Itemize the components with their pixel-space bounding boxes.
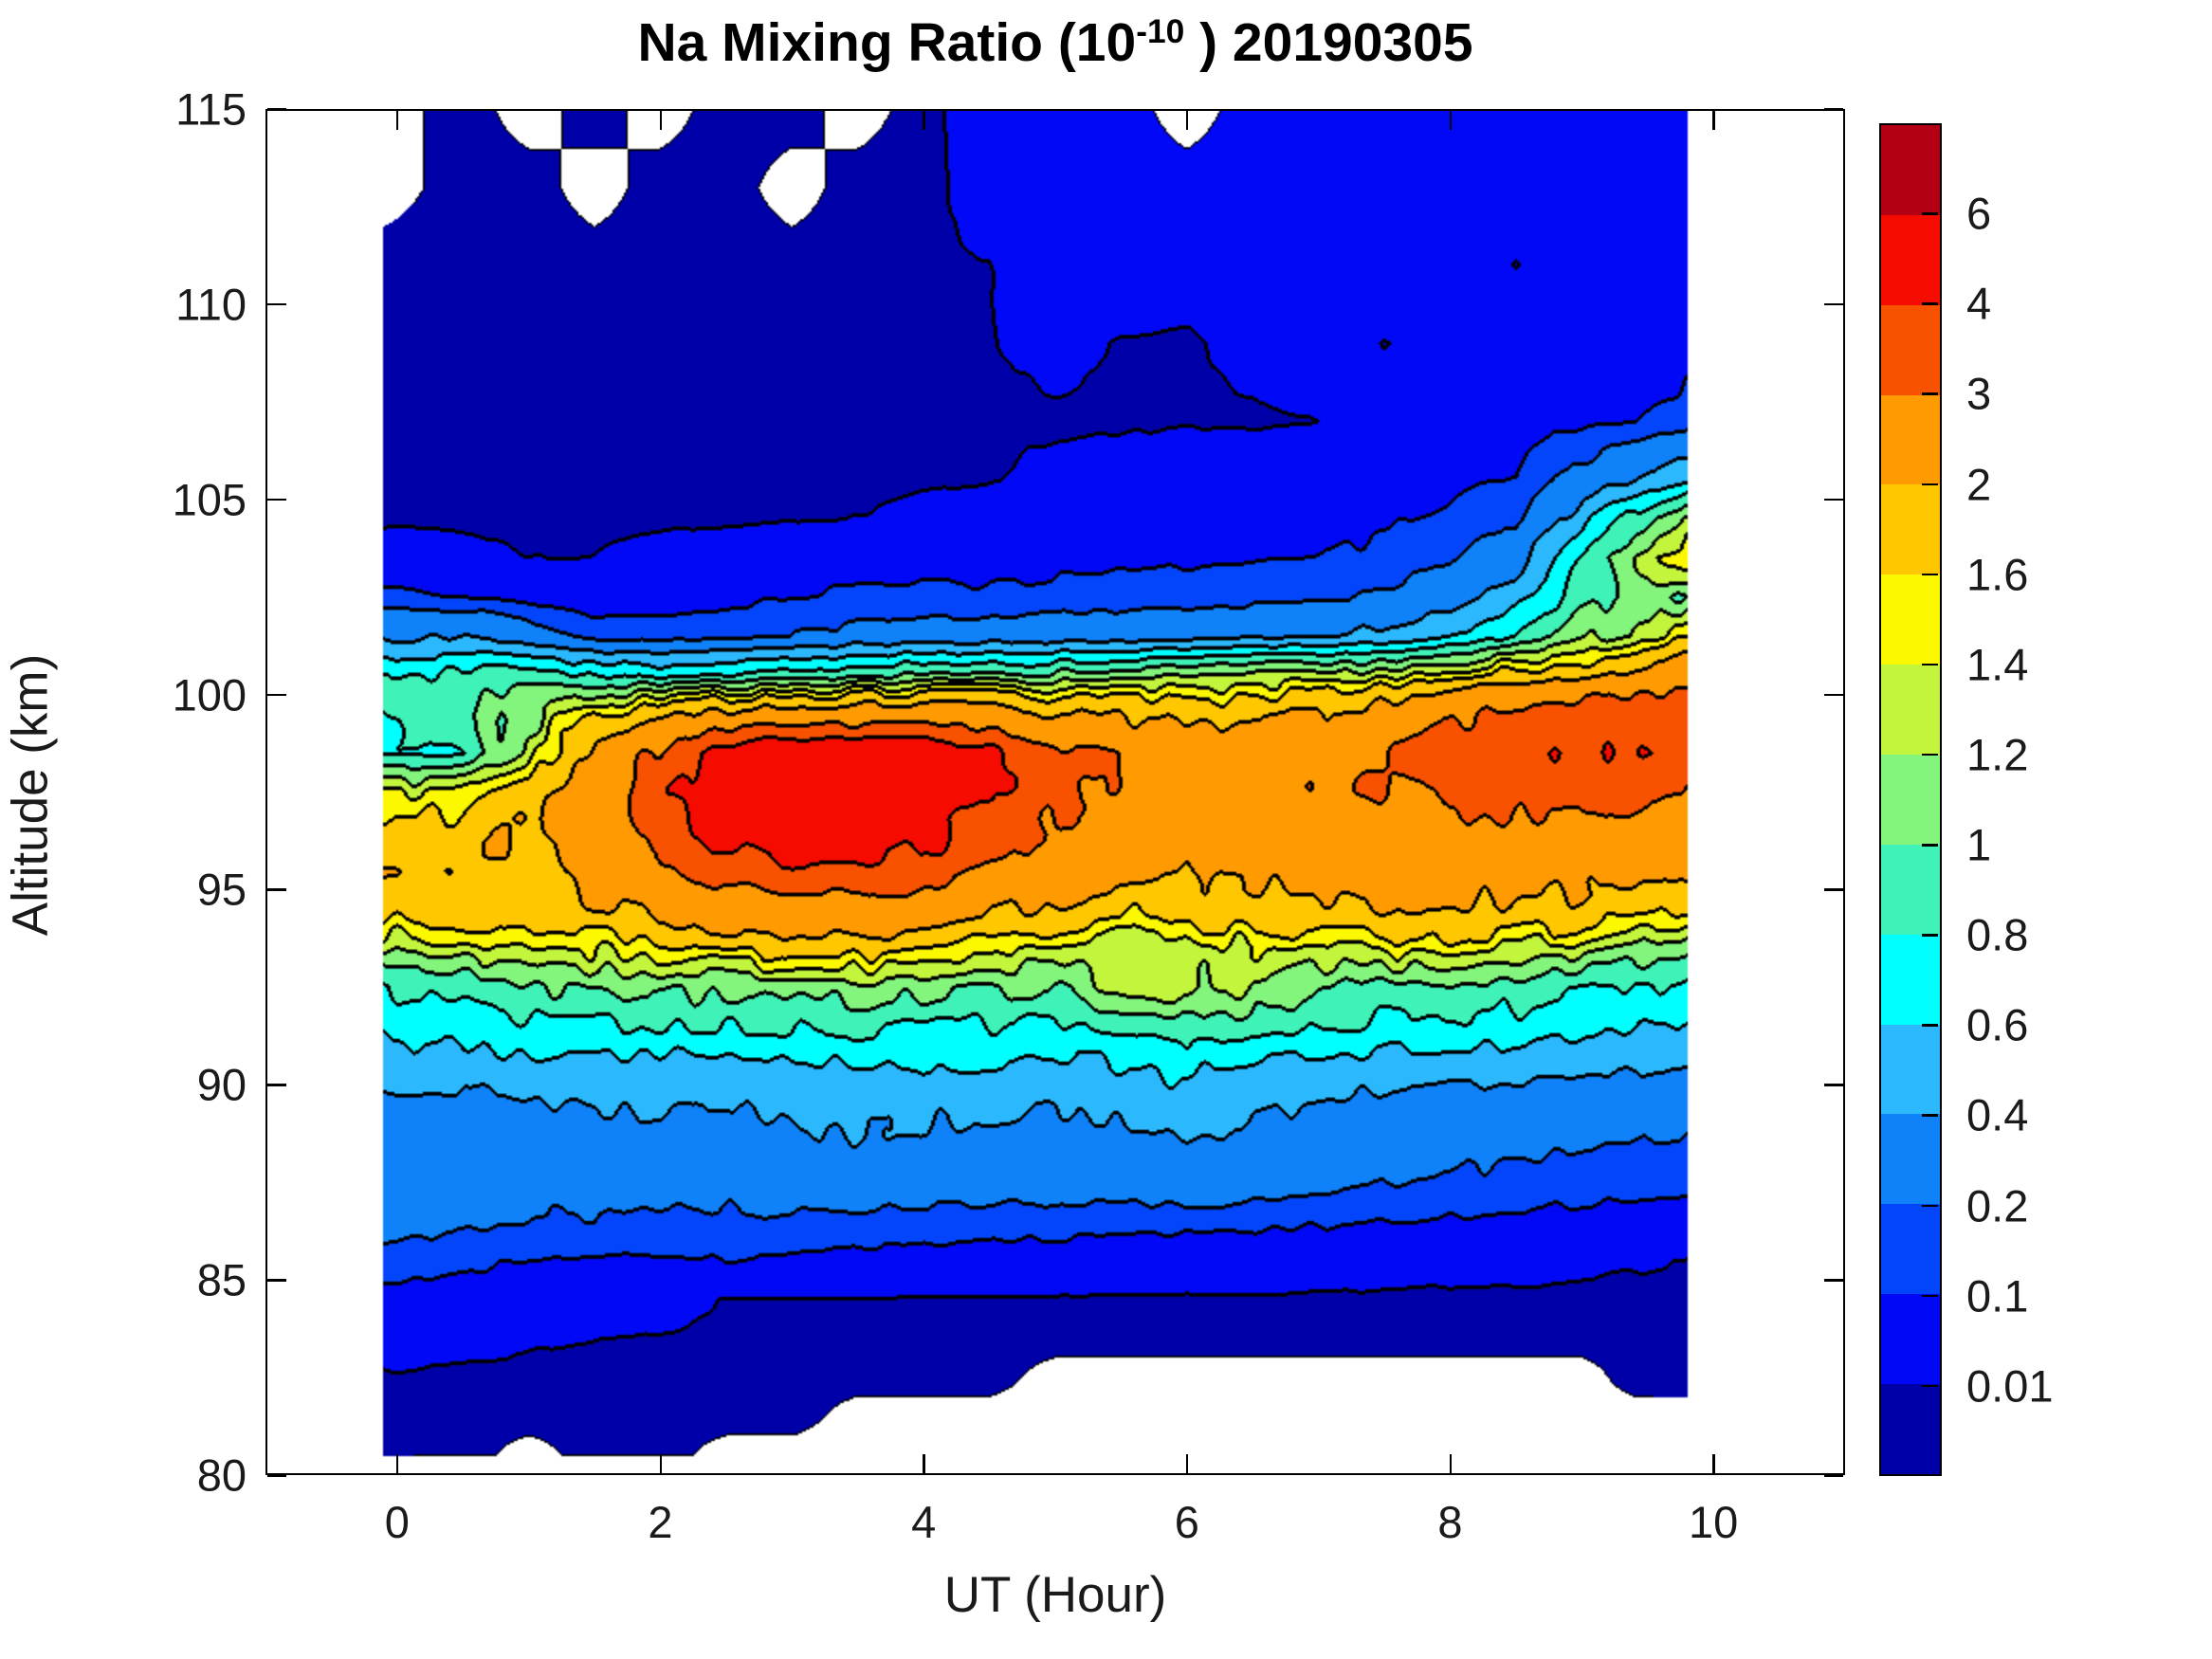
colorbar-tick (1922, 663, 1938, 666)
y-tick-right (1824, 1279, 1843, 1282)
x-tick-top (395, 111, 399, 130)
y-tick (267, 108, 286, 111)
y-tick-right (1824, 888, 1843, 891)
x-tick-label: 10 (1689, 1497, 1739, 1547)
x-tick-top (1449, 111, 1452, 130)
x-axis-label: UT (Hour) (943, 1567, 1167, 1623)
x-tick (923, 1454, 925, 1473)
x-tick-label: 6 (1174, 1497, 1199, 1547)
x-tick-label: 0 (384, 1497, 410, 1547)
colorbar-segment (1881, 1114, 1940, 1205)
colorbar-tick-label: 4 (1966, 278, 1992, 329)
colorbar-tick-label: 1 (1966, 819, 1992, 870)
colorbar-segment (1881, 665, 1940, 756)
y-tick (267, 1474, 286, 1477)
colorbar-tick (1922, 392, 1938, 395)
y-tick-right (1824, 302, 1843, 306)
title-superscript: -10 (1136, 12, 1185, 50)
x-tick-top (659, 111, 662, 130)
colorbar-tick (1922, 302, 1938, 305)
y-tick-label: 100 (172, 669, 247, 720)
x-tick (1449, 1454, 1452, 1473)
y-tick-label: 95 (196, 864, 247, 915)
colorbar-tick (1922, 483, 1938, 486)
colorbar-tick (1922, 1114, 1938, 1117)
colorbar-segment (1881, 755, 1940, 845)
colorbar-tick-label: 0.4 (1966, 1089, 2029, 1140)
colorbar-segment (1881, 214, 1940, 305)
colorbar-segment (1881, 1294, 1940, 1385)
x-tick (1185, 1454, 1189, 1473)
y-tick-label: 90 (196, 1059, 247, 1110)
x-tick-top (1185, 111, 1189, 130)
colorbar-tick (1922, 212, 1938, 215)
colorbar-tick (1922, 1384, 1938, 1388)
y-tick-right (1824, 693, 1843, 697)
colorbar-segment (1881, 1204, 1940, 1295)
y-tick-label: 85 (196, 1254, 247, 1305)
plot-area (265, 108, 1845, 1477)
y-tick-label: 110 (175, 279, 247, 330)
x-tick (1712, 1454, 1715, 1473)
colorbar-tick (1922, 1294, 1938, 1298)
x-tick-top (923, 111, 925, 130)
y-tick (267, 693, 286, 697)
x-tick-label: 2 (648, 1497, 673, 1547)
colorbar (1879, 123, 1942, 1476)
colorbar-segment (1881, 1024, 1940, 1115)
x-tick-label: 4 (911, 1497, 937, 1547)
x-tick-label: 8 (1437, 1497, 1463, 1547)
y-tick (267, 302, 286, 306)
y-tick-right (1824, 108, 1843, 111)
y-axis-label: Altitude (km) (2, 653, 59, 937)
y-tick (267, 498, 286, 501)
y-tick-label: 80 (196, 1449, 247, 1501)
colorbar-tick-label: 0.1 (1966, 1270, 2029, 1322)
title-suffix: ) 20190305 (1184, 12, 1473, 73)
colorbar-tick-label: 6 (1966, 188, 1992, 239)
y-tick (267, 888, 286, 891)
colorbar-segment (1881, 1384, 1940, 1474)
colorbar-tick-label: 0.8 (1966, 909, 2029, 960)
colorbar-tick-label: 1.4 (1966, 639, 2029, 690)
x-tick (659, 1454, 662, 1473)
y-tick-right (1824, 1474, 1843, 1477)
colorbar-tick (1922, 844, 1938, 847)
colorbar-tick (1922, 573, 1938, 576)
title-prefix: Na Mixing Ratio (10 (637, 12, 1137, 73)
colorbar-tick (1922, 1204, 1938, 1208)
y-tick-label: 105 (172, 474, 247, 525)
colorbar-tick-label: 0.01 (1966, 1360, 2054, 1412)
x-tick-top (1712, 111, 1715, 130)
colorbar-tick-label: 3 (1966, 368, 1992, 419)
y-tick-label: 115 (175, 83, 247, 135)
colorbar-segment (1881, 844, 1940, 935)
colorbar-tick (1922, 1024, 1938, 1027)
colorbar-segment (1881, 574, 1940, 665)
contour-plot-canvas (265, 109, 1845, 1475)
colorbar-segment (1881, 934, 1940, 1025)
colorbar-tick-label: 2 (1966, 459, 1992, 510)
colorbar-tick-label: 0.6 (1966, 999, 2029, 1050)
colorbar-tick-label: 1.6 (1966, 549, 2029, 600)
colorbar-segment (1881, 394, 1940, 485)
colorbar-tick-label: 0.2 (1966, 1180, 2029, 1231)
x-tick (395, 1454, 399, 1473)
y-tick-right (1824, 1084, 1843, 1086)
colorbar-tick (1922, 934, 1938, 937)
colorbar-segment (1881, 484, 1940, 575)
y-tick-right (1824, 498, 1843, 501)
chart-title: Na Mixing Ratio (10-10 ) 20190305 (265, 11, 1845, 74)
colorbar-tick (1922, 753, 1938, 757)
y-tick (267, 1084, 286, 1086)
colorbar-tick-label: 1.2 (1966, 729, 2029, 780)
colorbar-segment (1881, 125, 1940, 215)
y-tick (267, 1279, 286, 1282)
colorbar-segment (1881, 304, 1940, 395)
